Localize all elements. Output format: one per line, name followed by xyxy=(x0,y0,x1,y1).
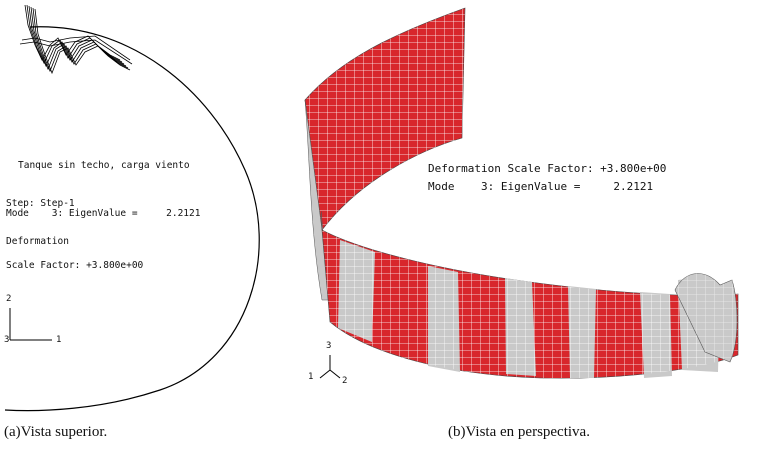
caption-a: (a)Vista superior. xyxy=(4,424,108,440)
scale-factor-text: Deformation Scale Factor: +3.800e+00 xyxy=(428,162,667,175)
model-title: Tanque sin techo, carga viento xyxy=(18,160,190,171)
tank-outline xyxy=(4,26,260,412)
panel-top-view: Tanque sin techo, carga viento Step: Ste… xyxy=(0,0,300,454)
axis-1-label-b: 1 xyxy=(308,372,314,382)
axis-2-label: 2 xyxy=(6,294,12,304)
panel-perspective-view: Deformation Scale Factor: +3.800e+00 Mod… xyxy=(300,0,760,454)
axis-3-label: 3 xyxy=(4,335,10,345)
mode-label: Mode 3: EigenValue = 2.2121 xyxy=(6,208,201,219)
axis-triad-top xyxy=(9,308,52,341)
axis-3-label-b: 3 xyxy=(326,341,332,351)
perspective-drawing xyxy=(304,7,739,379)
axis-triad-perspective xyxy=(319,355,341,379)
top-view-drawing xyxy=(4,4,260,412)
caption-b: (b)Vista en perspectiva. xyxy=(448,424,590,440)
scale-factor-label: Scale Factor: +3.800e+00 xyxy=(6,260,144,271)
mode-text: Mode 3: EigenValue = 2.2121 xyxy=(428,180,654,193)
step-label: Step: Step-1 xyxy=(6,198,75,209)
deformation-label: Deformation xyxy=(6,236,69,247)
deformed-wave xyxy=(19,4,133,75)
axis-1-label: 1 xyxy=(56,335,62,345)
axis-2-label-b: 2 xyxy=(342,376,348,386)
